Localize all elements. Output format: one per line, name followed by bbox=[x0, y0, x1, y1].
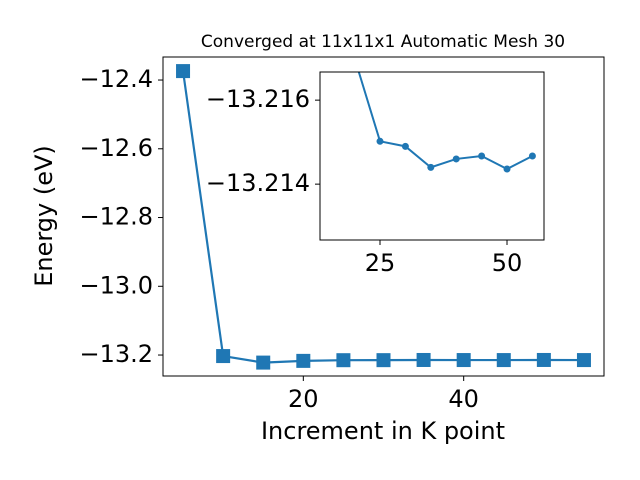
x-axis-label: Increment in K point bbox=[261, 417, 505, 445]
x-tick-label: 25 bbox=[365, 249, 396, 277]
data-point bbox=[478, 152, 486, 160]
data-point bbox=[452, 155, 460, 163]
y-tick-label: −13.214 bbox=[206, 169, 310, 197]
data-point bbox=[416, 352, 431, 367]
x-tick-label: 50 bbox=[492, 249, 523, 277]
data-line bbox=[357, 72, 533, 171]
data-point bbox=[376, 353, 391, 368]
data-point bbox=[503, 165, 511, 173]
data-point bbox=[536, 352, 551, 367]
data-point bbox=[336, 353, 351, 368]
y-tick-label: −12.6 bbox=[79, 134, 153, 162]
data-point bbox=[401, 142, 409, 150]
data-point bbox=[256, 355, 271, 370]
x-tick-label: 40 bbox=[448, 385, 479, 413]
y-tick-label: −13.216 bbox=[206, 85, 310, 113]
y-tick-label: −13.2 bbox=[79, 340, 153, 368]
data-point bbox=[576, 353, 591, 368]
plot-area bbox=[176, 64, 591, 370]
data-point bbox=[216, 349, 231, 364]
y-axis-label: Energy (eV) bbox=[30, 145, 58, 287]
main-plot: 20 40 −13.2 −13.0 −12.8 −12.6 −12.4 bbox=[79, 56, 605, 413]
y-tick-label: −13.0 bbox=[79, 271, 153, 299]
data-point bbox=[456, 353, 471, 368]
y-tick-label: −12.8 bbox=[79, 203, 153, 231]
data-point bbox=[376, 137, 384, 145]
data-point bbox=[296, 353, 311, 368]
chart-title: Converged at 11x11x1 Automatic Mesh 30 bbox=[201, 32, 565, 52]
plot-area bbox=[357, 72, 536, 173]
inset-plot: 25 50 −13.214 −13.216 bbox=[206, 71, 545, 277]
inset-axes bbox=[320, 72, 544, 240]
data-point bbox=[496, 353, 511, 368]
y-tick-label: −12.4 bbox=[79, 65, 153, 93]
data-point bbox=[528, 152, 536, 160]
data-point bbox=[427, 163, 435, 171]
axes-frame bbox=[162, 56, 605, 377]
axes-frame bbox=[319, 71, 545, 241]
x-tick-label: 20 bbox=[288, 385, 319, 413]
data-point bbox=[176, 64, 191, 79]
